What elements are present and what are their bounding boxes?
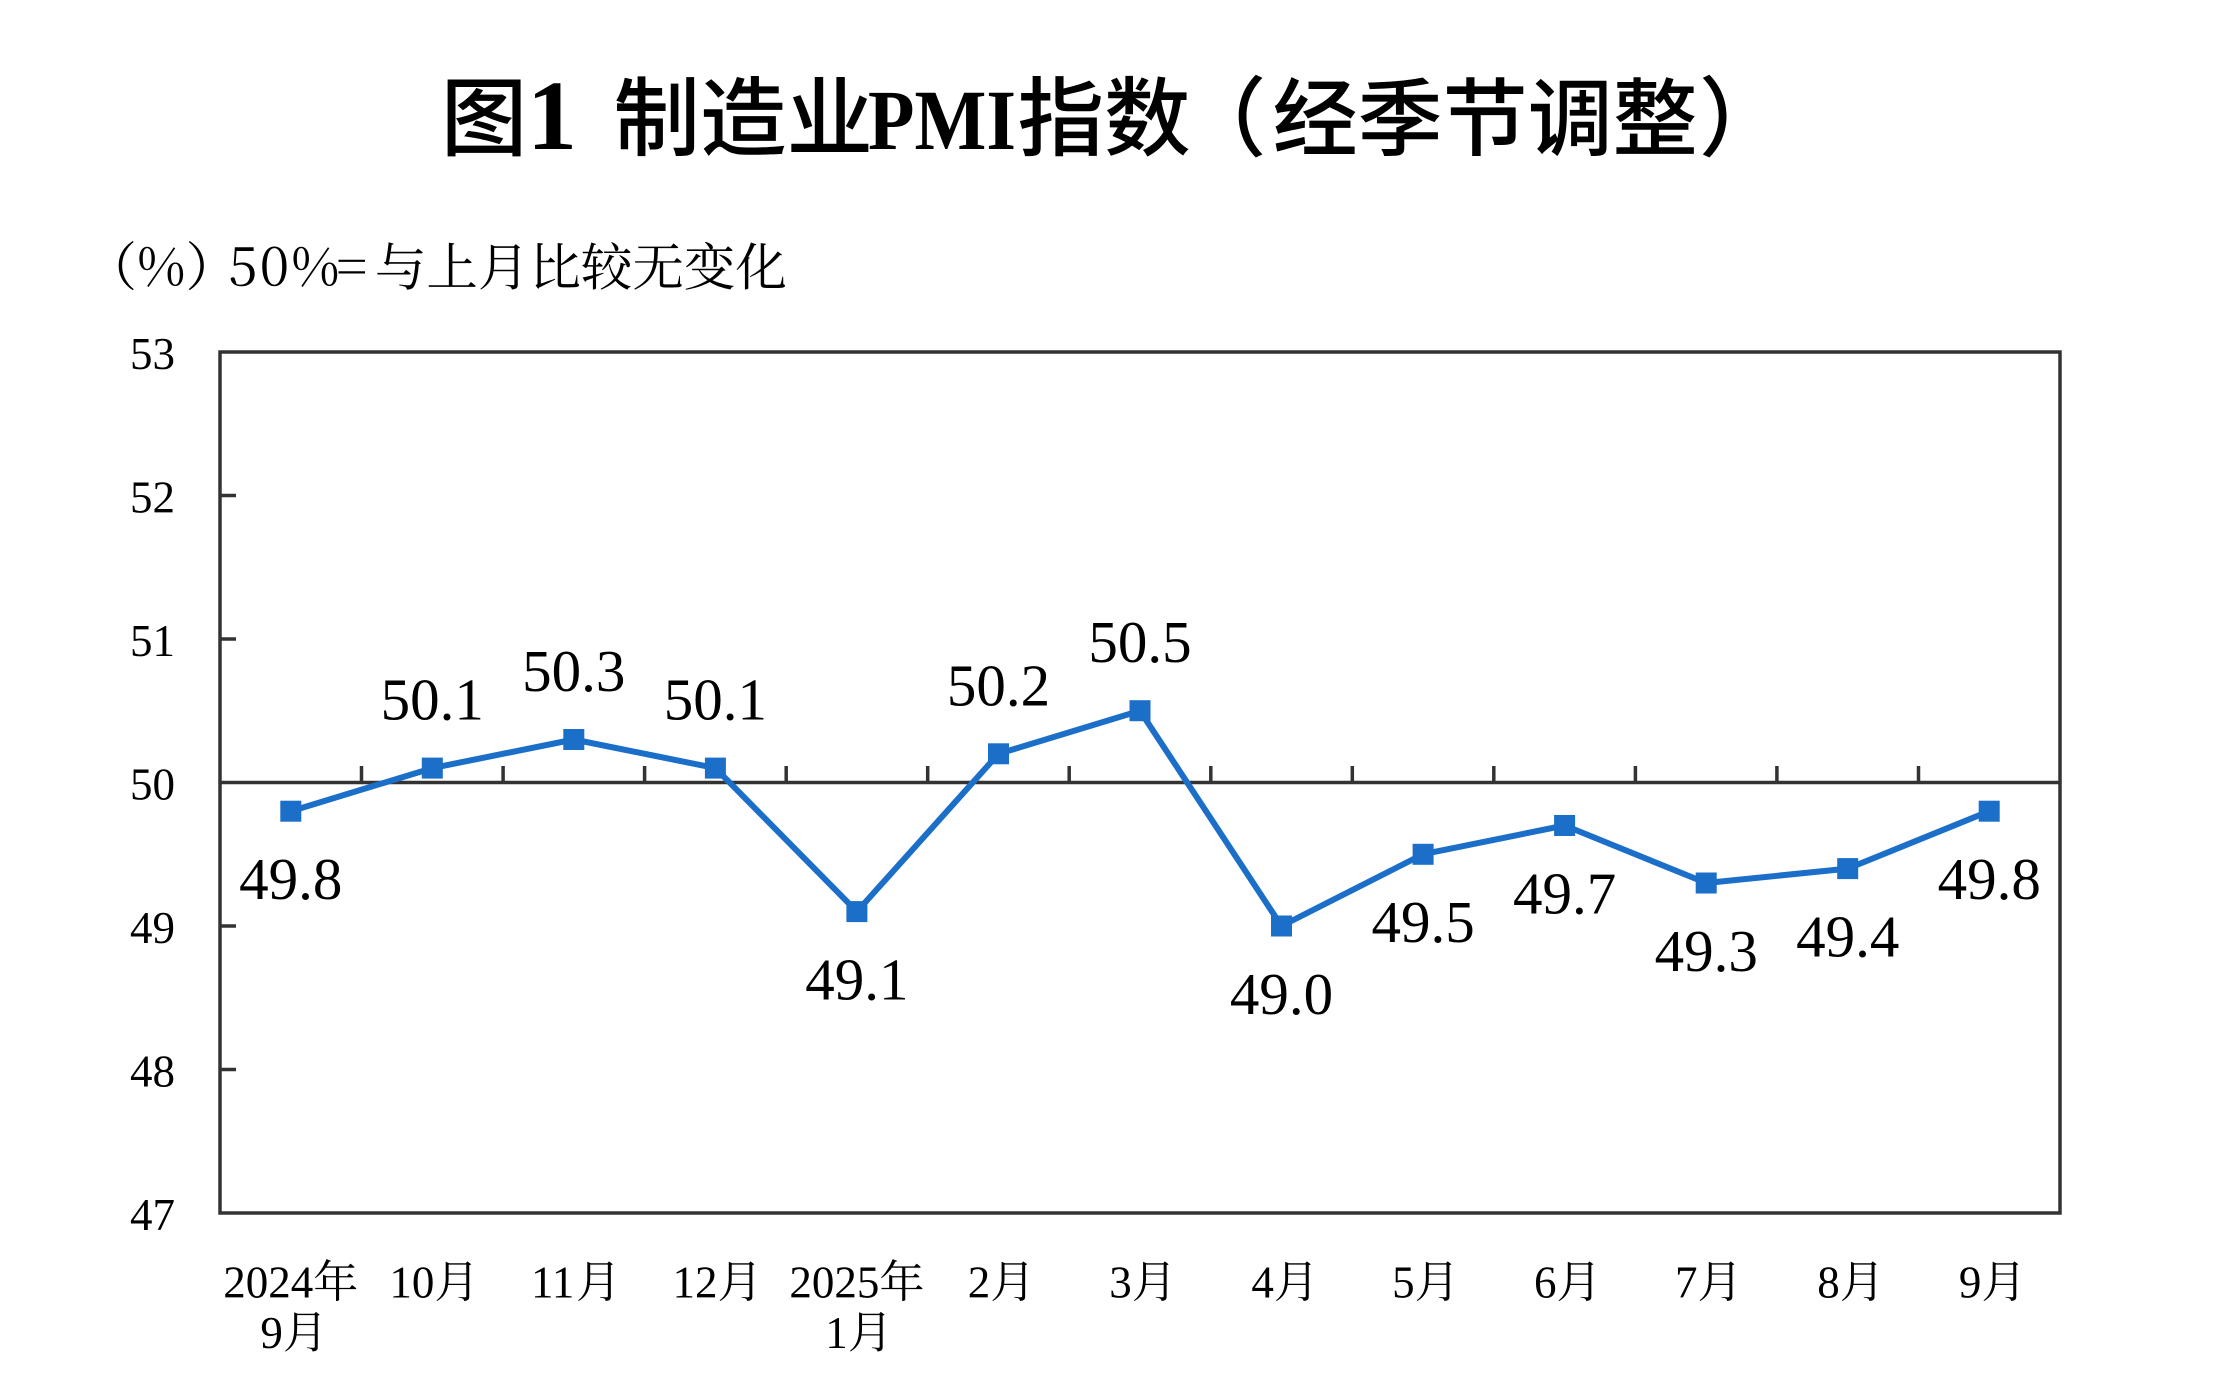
svg-text:6: 6	[1534, 1258, 1557, 1308]
svg-text:48: 48	[130, 1047, 175, 1097]
svg-text:10: 10	[389, 1258, 434, 1308]
svg-text:8: 8	[1817, 1258, 1840, 1308]
svg-text:49.7: 49.7	[1513, 861, 1616, 927]
svg-text:50.3: 50.3	[522, 638, 625, 704]
svg-text:7: 7	[1675, 1258, 1698, 1308]
svg-text:9: 9	[260, 1308, 283, 1358]
svg-text:2: 2	[968, 1258, 991, 1308]
svg-text:PMI: PMI	[868, 72, 1016, 168]
svg-text:49.5: 49.5	[1371, 889, 1474, 955]
svg-text:49.8: 49.8	[239, 846, 342, 912]
svg-text:11: 11	[531, 1258, 574, 1308]
svg-text:3: 3	[1109, 1258, 1132, 1308]
svg-text:50: 50	[130, 760, 175, 810]
svg-text:49.4: 49.4	[1796, 904, 1899, 970]
svg-text:49.3: 49.3	[1655, 918, 1758, 984]
svg-text:50.5: 50.5	[1088, 609, 1191, 675]
svg-text:1: 1	[825, 1308, 848, 1358]
svg-text:49: 49	[130, 903, 175, 953]
svg-text:1: 1	[527, 60, 577, 171]
svg-text:2025: 2025	[789, 1258, 879, 1308]
svg-text:9: 9	[1959, 1258, 1982, 1308]
svg-text:50.1: 50.1	[381, 667, 484, 733]
svg-text:4: 4	[1251, 1258, 1274, 1308]
svg-text:49.0: 49.0	[1230, 961, 1333, 1027]
svg-text:2024: 2024	[223, 1258, 313, 1308]
svg-text:49.1: 49.1	[805, 947, 908, 1013]
svg-text:12: 12	[673, 1258, 718, 1308]
svg-text:50.1: 50.1	[664, 667, 767, 733]
svg-text:49.8: 49.8	[1938, 846, 2041, 912]
svg-text:50.2: 50.2	[947, 652, 1050, 718]
svg-text:5: 5	[1392, 1258, 1415, 1308]
svg-text:52: 52	[130, 473, 175, 523]
svg-text:47: 47	[130, 1190, 175, 1240]
svg-text:51: 51	[130, 616, 175, 666]
svg-text:53: 53	[130, 329, 175, 379]
